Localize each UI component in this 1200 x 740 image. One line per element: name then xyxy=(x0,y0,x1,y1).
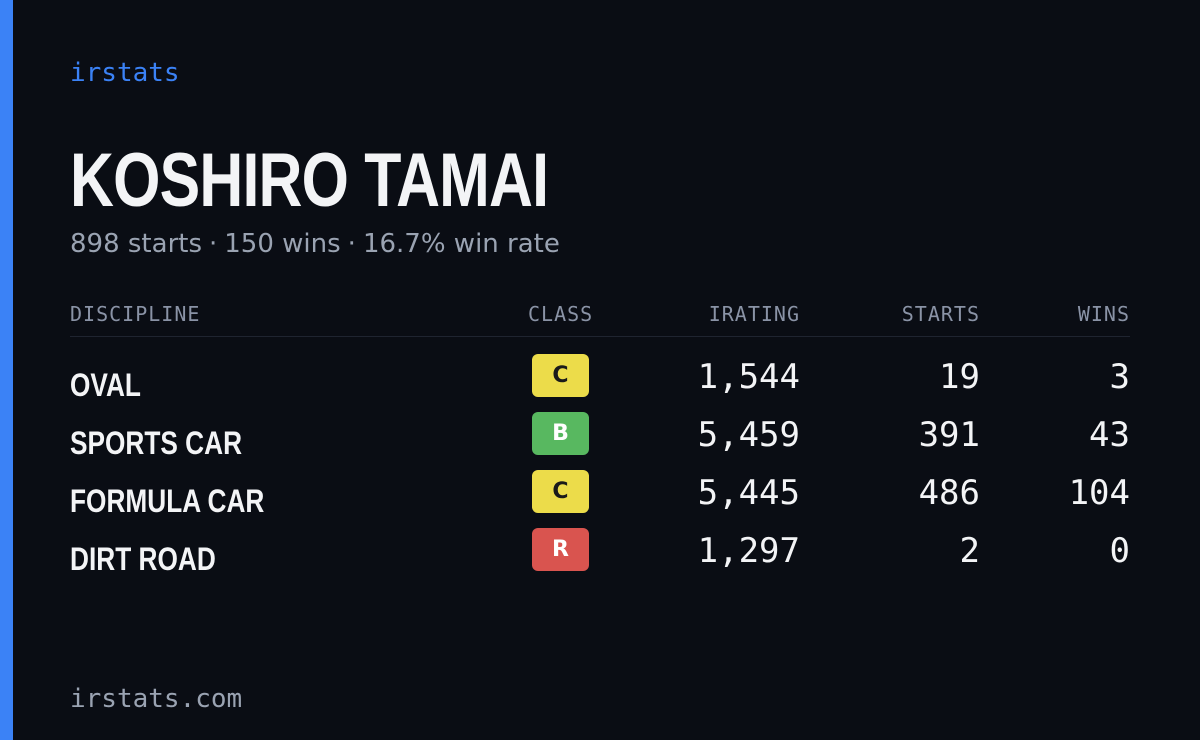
footer-domain-link[interactable]: irstats.com xyxy=(70,684,243,714)
wins-value: 0 xyxy=(1109,531,1130,571)
brand-logo-text[interactable]: irstats xyxy=(70,58,180,88)
table-row: FORMULA CAR C 5,445 486 104 xyxy=(70,466,1130,524)
wins-value: 104 xyxy=(1068,473,1130,513)
class-badge: C xyxy=(532,354,589,397)
player-summary: 898 starts · 150 wins · 16.7% win rate xyxy=(70,226,560,262)
header-wins: WINS xyxy=(1077,302,1130,326)
accent-bar xyxy=(0,0,13,740)
starts-value: 391 xyxy=(918,415,980,455)
summary-separator: · xyxy=(347,229,356,259)
wins-value: 3 xyxy=(1109,357,1130,397)
stats-table-body: OVAL C 1,544 19 3 SPORTS CAR B 5,459 391… xyxy=(70,350,1130,582)
class-badge: C xyxy=(532,470,589,513)
header-discipline: DISCIPLINE xyxy=(70,302,201,326)
starts-value: 2 xyxy=(959,531,980,571)
irating-value: 5,445 xyxy=(697,473,800,513)
class-badge: R xyxy=(532,528,589,571)
discipline-name: DIRT ROAD xyxy=(70,541,216,577)
wins-summary: 150 wins xyxy=(224,229,341,259)
table-row: DIRT ROAD R 1,297 2 0 xyxy=(70,524,1130,582)
irating-value: 5,459 xyxy=(697,415,800,455)
discipline-name: OVAL xyxy=(70,367,141,403)
table-row: SPORTS CAR B 5,459 391 43 xyxy=(70,408,1130,466)
stats-table-header: DISCIPLINE CLASS IRATING STARTS WINS xyxy=(70,298,1130,337)
discipline-name: FORMULA CAR xyxy=(70,483,265,519)
table-row: OVAL C 1,544 19 3 xyxy=(70,350,1130,408)
header-starts: STARTS xyxy=(901,302,980,326)
summary-separator: · xyxy=(209,229,218,259)
header-class: CLASS xyxy=(528,302,594,326)
wins-value: 43 xyxy=(1089,415,1130,455)
starts-value: 19 xyxy=(939,357,980,397)
player-name: KOSHIRO TAMAI xyxy=(70,138,549,223)
header-irating: IRATING xyxy=(708,302,800,326)
irating-value: 1,544 xyxy=(697,357,800,397)
win-rate-summary: 16.7% win rate xyxy=(362,229,560,259)
class-badge: B xyxy=(532,412,589,455)
irating-value: 1,297 xyxy=(697,531,800,571)
discipline-name: SPORTS CAR xyxy=(70,425,243,461)
starts-summary: 898 starts xyxy=(70,229,202,259)
starts-value: 486 xyxy=(918,473,980,513)
